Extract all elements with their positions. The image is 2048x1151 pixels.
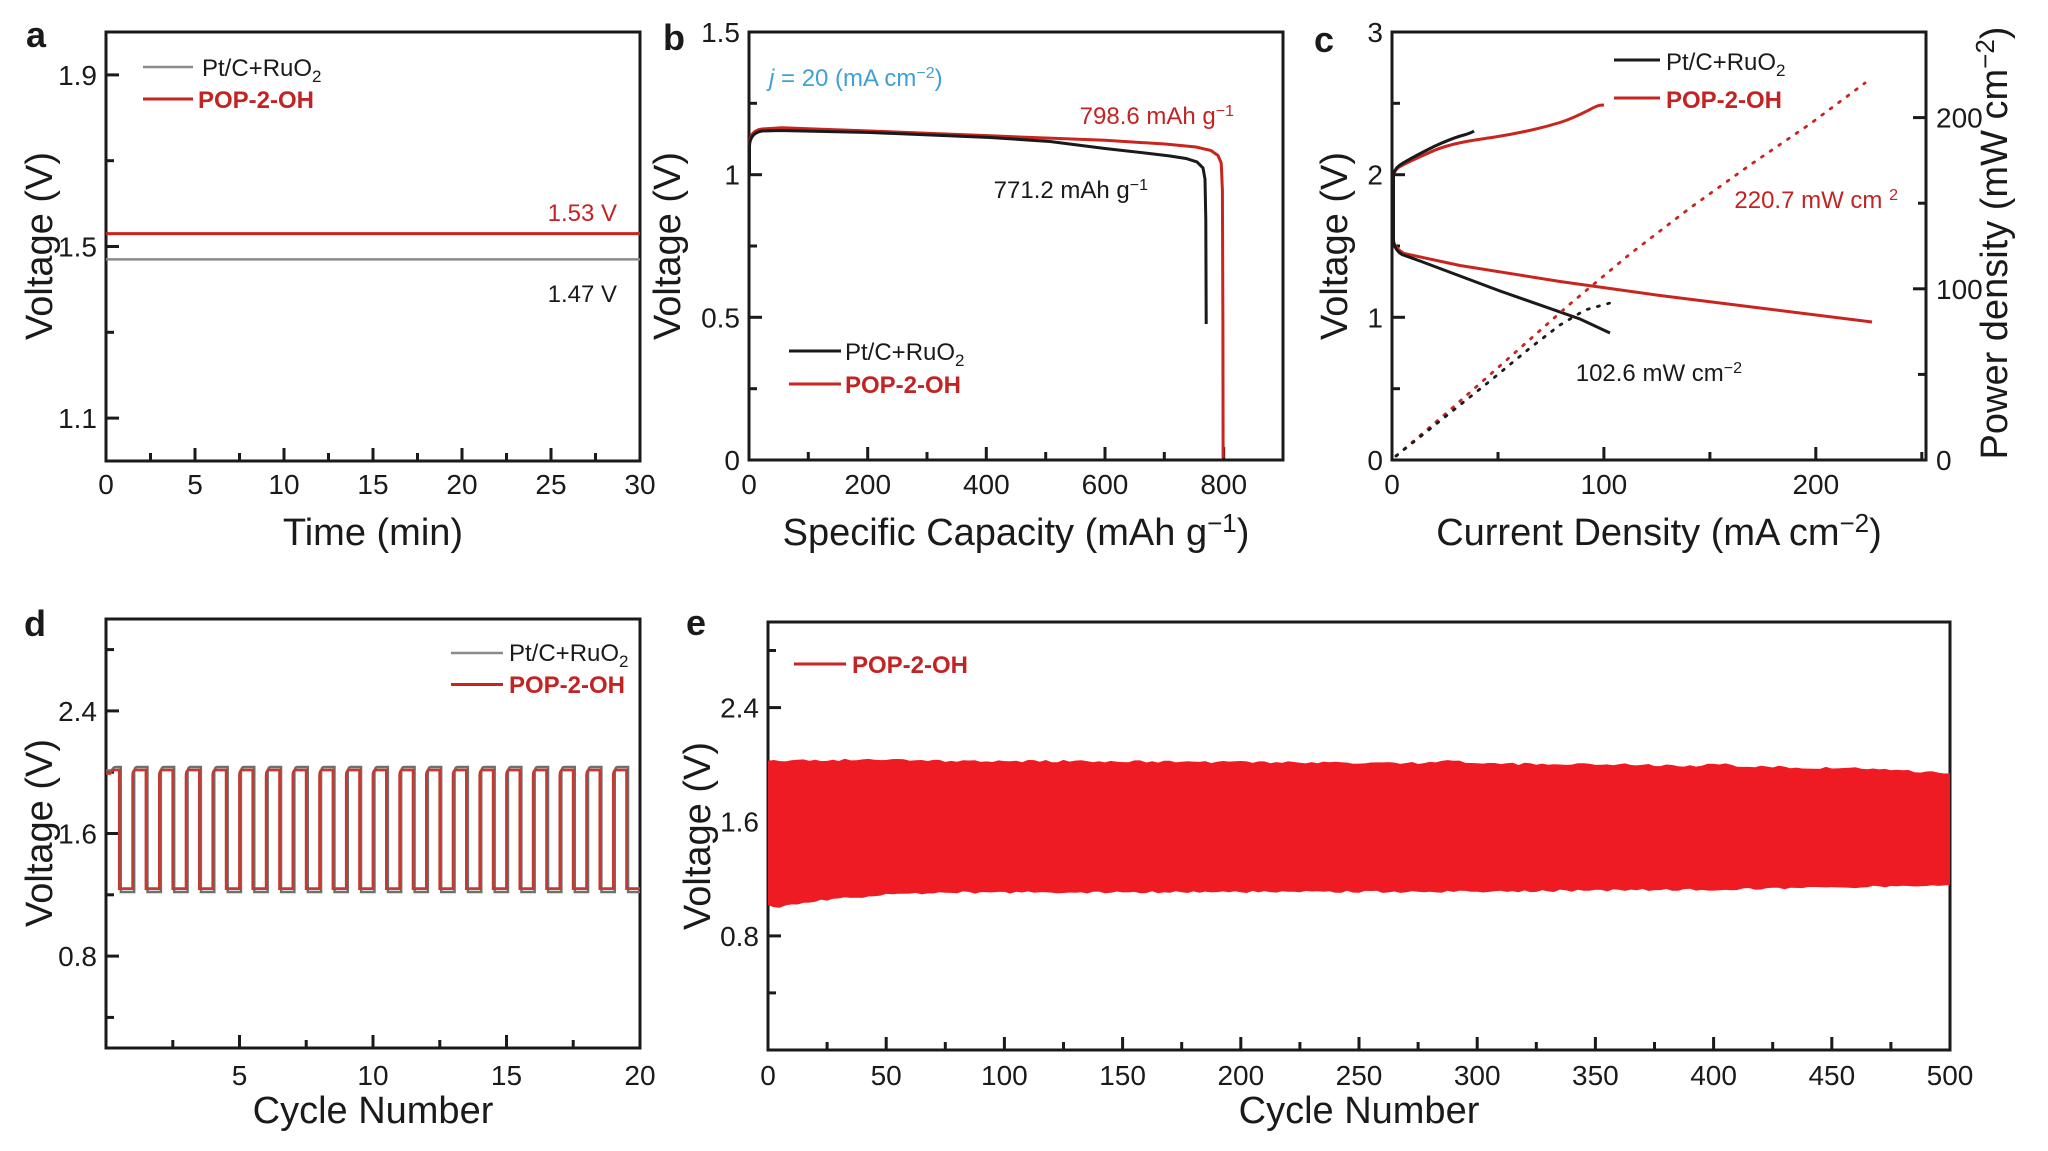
svg-text:200: 200: [844, 469, 891, 500]
svg-text:0: 0: [724, 445, 740, 476]
svg-text:350: 350: [1572, 1060, 1619, 1091]
svg-text:1.47 V: 1.47 V: [548, 281, 617, 308]
svg-text:Pt/C+RuO2: Pt/C+RuO2: [845, 339, 965, 370]
svg-text:Pt/C+RuO2: Pt/C+RuO2: [509, 640, 629, 671]
svg-text:1.5: 1.5: [701, 17, 740, 48]
svg-text:Pt/C+RuO2: Pt/C+RuO2: [1666, 49, 1786, 80]
svg-text:1: 1: [1367, 302, 1383, 333]
svg-text:0: 0: [1367, 445, 1383, 476]
svg-text:250: 250: [1336, 1060, 1383, 1091]
svg-text:5: 5: [187, 469, 203, 500]
svg-text:102.6 mW cm−2: 102.6 mW cm−2: [1576, 360, 1742, 387]
svg-text:798.6 mAh g−1: 798.6 mAh g−1: [1080, 103, 1234, 130]
svg-text:5: 5: [232, 1060, 248, 1091]
svg-text:100: 100: [1936, 274, 1983, 305]
svg-text:10: 10: [357, 1060, 388, 1091]
svg-text:b: b: [663, 17, 685, 58]
svg-text:2.4: 2.4: [58, 696, 97, 727]
svg-text:Time (min): Time (min): [283, 512, 463, 554]
svg-text:POP-2-OH: POP-2-OH: [1666, 87, 1782, 114]
svg-text:15: 15: [357, 469, 388, 500]
svg-text:200: 200: [1792, 469, 1839, 500]
svg-text:30: 30: [624, 469, 655, 500]
svg-text:0.5: 0.5: [701, 302, 740, 333]
svg-text:Specific Capacity (mAh g−1): Specific Capacity (mAh g−1): [783, 508, 1250, 554]
svg-text:771.2 mAh g−1: 771.2 mAh g−1: [994, 177, 1148, 204]
svg-text:1.9: 1.9: [58, 60, 97, 91]
svg-text:0: 0: [98, 469, 114, 500]
svg-text:POP-2-OH: POP-2-OH: [198, 87, 314, 114]
svg-text:20: 20: [624, 1060, 655, 1091]
svg-text:Current Density (mA cm−2): Current Density (mA cm−2): [1436, 508, 1882, 554]
svg-text:600: 600: [1082, 469, 1129, 500]
svg-text:Voltage (V): Voltage (V): [1314, 152, 1356, 340]
svg-text:POP-2-OH: POP-2-OH: [509, 672, 625, 699]
svg-text:1.6: 1.6: [720, 807, 759, 838]
svg-text:Voltage (V): Voltage (V): [19, 739, 61, 927]
svg-text:1.5: 1.5: [58, 232, 97, 263]
svg-text:15: 15: [491, 1060, 522, 1091]
svg-text:800: 800: [1200, 469, 1247, 500]
svg-text:500: 500: [1927, 1060, 1974, 1091]
svg-text:50: 50: [871, 1060, 902, 1091]
svg-text:Voltage (V): Voltage (V): [677, 742, 719, 930]
svg-text:200: 200: [1936, 103, 1983, 134]
svg-text:1.53 V: 1.53 V: [548, 200, 617, 227]
svg-text:20: 20: [446, 469, 477, 500]
svg-text:25: 25: [535, 469, 566, 500]
svg-text:Power density (mW cm−2): Power density (mW cm−2): [1970, 27, 2016, 460]
svg-text:Voltage (V): Voltage (V): [19, 152, 61, 340]
svg-text:c: c: [1314, 19, 1334, 60]
svg-text:Voltage (V): Voltage (V): [647, 152, 689, 340]
svg-text:1.6: 1.6: [58, 819, 97, 850]
svg-text:0.8: 0.8: [720, 921, 759, 952]
svg-text:0: 0: [1936, 445, 1952, 476]
svg-text:d: d: [24, 603, 46, 644]
svg-text:220.7 mW cm 2: 220.7 mW cm 2: [1734, 187, 1898, 214]
svg-text:150: 150: [1099, 1060, 1146, 1091]
svg-text:POP-2-OH: POP-2-OH: [852, 652, 968, 679]
svg-text:450: 450: [1808, 1060, 1855, 1091]
svg-text:j = 20 (mA cm−2): j = 20 (mA cm−2): [766, 65, 943, 92]
svg-text:200: 200: [1217, 1060, 1264, 1091]
svg-text:100: 100: [1581, 469, 1628, 500]
svg-text:Pt/C+RuO2: Pt/C+RuO2: [202, 55, 322, 86]
svg-text:0: 0: [741, 469, 757, 500]
svg-text:2.4: 2.4: [720, 693, 759, 724]
svg-text:0: 0: [760, 1060, 776, 1091]
svg-text:Cycle Number: Cycle Number: [1239, 1090, 1480, 1132]
svg-text:2: 2: [1367, 160, 1383, 191]
svg-text:a: a: [26, 14, 47, 55]
svg-text:1: 1: [724, 160, 740, 191]
svg-text:POP-2-OH: POP-2-OH: [845, 372, 961, 399]
svg-text:3: 3: [1367, 17, 1383, 48]
svg-text:e: e: [686, 602, 706, 643]
svg-text:100: 100: [981, 1060, 1028, 1091]
svg-text:0: 0: [1384, 469, 1400, 500]
svg-text:0.8: 0.8: [58, 941, 97, 972]
svg-text:400: 400: [1690, 1060, 1737, 1091]
svg-text:1.1: 1.1: [58, 403, 97, 434]
svg-text:10: 10: [268, 469, 299, 500]
svg-text:400: 400: [963, 469, 1010, 500]
svg-text:Cycle Number: Cycle Number: [253, 1090, 494, 1132]
svg-text:300: 300: [1454, 1060, 1501, 1091]
